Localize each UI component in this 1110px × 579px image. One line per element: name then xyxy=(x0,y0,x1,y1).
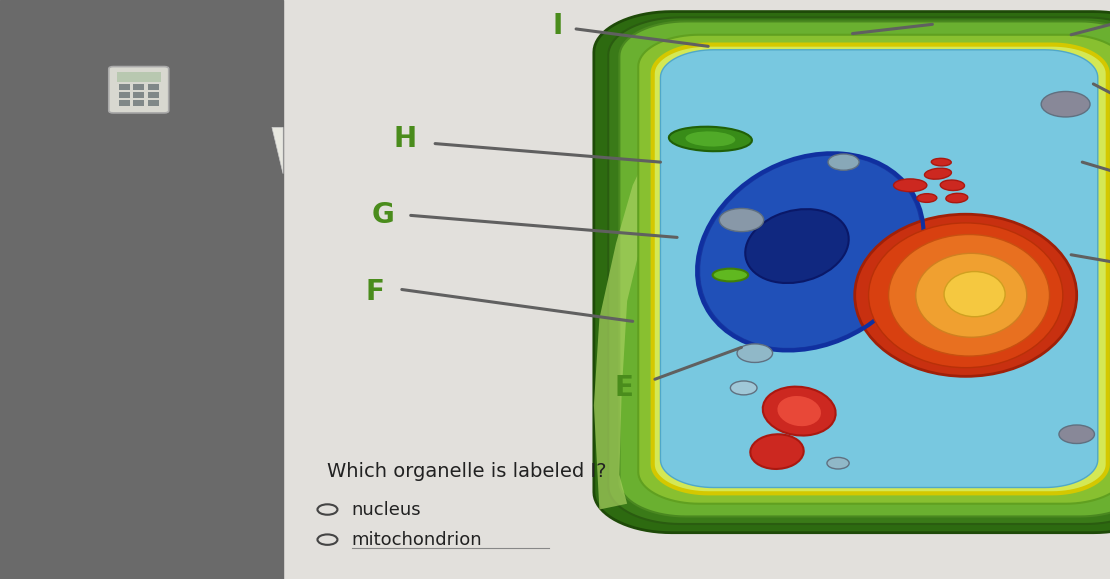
Ellipse shape xyxy=(944,272,1006,317)
Text: F: F xyxy=(365,278,385,306)
Bar xyxy=(133,92,144,98)
Bar xyxy=(148,100,159,106)
Bar xyxy=(133,100,144,106)
Text: mitochondrion: mitochondrion xyxy=(352,530,483,549)
Circle shape xyxy=(737,344,773,362)
Bar xyxy=(119,100,130,106)
Circle shape xyxy=(730,381,757,395)
Ellipse shape xyxy=(713,269,748,281)
Polygon shape xyxy=(594,12,1110,533)
Bar xyxy=(117,72,161,82)
Ellipse shape xyxy=(917,193,937,203)
Polygon shape xyxy=(653,45,1108,493)
Text: I: I xyxy=(552,12,563,40)
Bar xyxy=(148,92,159,98)
Bar xyxy=(119,92,130,98)
Ellipse shape xyxy=(925,168,951,179)
Ellipse shape xyxy=(931,158,951,166)
Bar xyxy=(119,84,130,90)
Ellipse shape xyxy=(750,434,804,469)
Ellipse shape xyxy=(669,127,751,151)
Ellipse shape xyxy=(940,180,965,190)
Circle shape xyxy=(828,154,859,170)
Text: nucleus: nucleus xyxy=(352,500,422,519)
Ellipse shape xyxy=(699,155,921,349)
Ellipse shape xyxy=(763,387,836,435)
FancyBboxPatch shape xyxy=(109,67,169,113)
Bar xyxy=(133,84,144,90)
Ellipse shape xyxy=(855,214,1077,376)
Circle shape xyxy=(827,457,849,469)
Circle shape xyxy=(1059,425,1094,444)
Ellipse shape xyxy=(686,131,735,146)
Polygon shape xyxy=(272,127,283,174)
Ellipse shape xyxy=(745,209,849,283)
Ellipse shape xyxy=(777,395,821,427)
Text: Which organelle is labeled I?: Which organelle is labeled I? xyxy=(327,463,607,481)
Circle shape xyxy=(1041,91,1090,117)
Polygon shape xyxy=(638,35,1110,504)
Polygon shape xyxy=(619,21,1110,516)
Bar xyxy=(148,84,159,90)
Circle shape xyxy=(719,208,764,232)
Ellipse shape xyxy=(888,234,1050,356)
Ellipse shape xyxy=(894,179,927,192)
Polygon shape xyxy=(594,162,655,510)
Ellipse shape xyxy=(869,223,1063,368)
Ellipse shape xyxy=(916,254,1027,337)
Ellipse shape xyxy=(946,193,968,203)
Text: H: H xyxy=(394,125,416,153)
Polygon shape xyxy=(660,50,1098,488)
Text: G: G xyxy=(372,201,394,229)
Polygon shape xyxy=(608,17,1110,524)
Text: E: E xyxy=(614,374,634,402)
